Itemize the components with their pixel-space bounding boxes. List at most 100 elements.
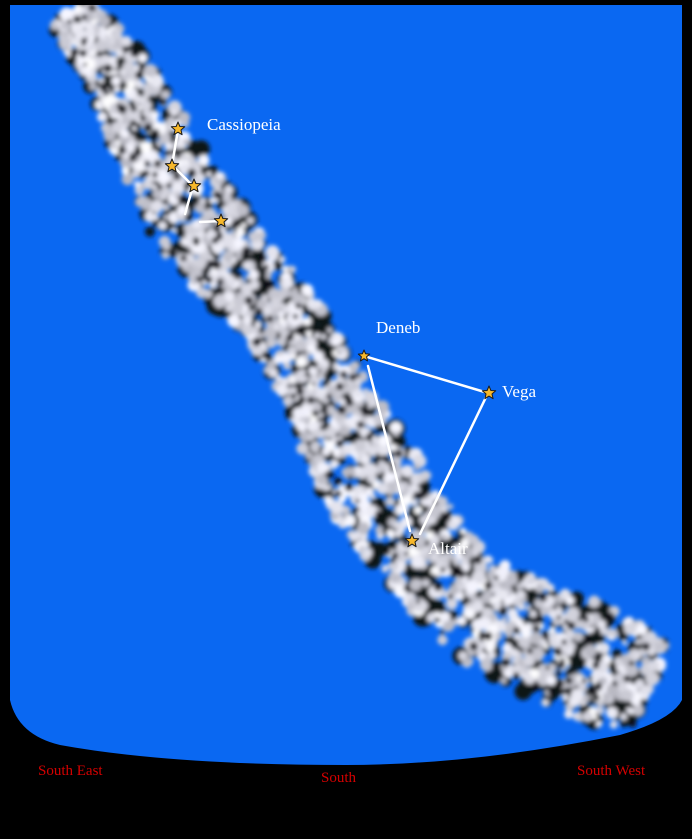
milky-way-lane: [532, 625, 541, 633]
milky-way-lane: [103, 64, 113, 73]
milky-way-cloud: [349, 532, 358, 542]
milky-way-lane: [152, 211, 156, 215]
milky-way-cloud: [258, 299, 267, 309]
milky-way-cloud: [367, 445, 378, 457]
milky-way-cloud: [589, 612, 601, 625]
milky-way-cloud: [245, 274, 252, 280]
milky-way-lane: [151, 129, 160, 137]
milky-way-lane: [235, 287, 241, 293]
milky-way-cloud: [314, 332, 320, 339]
milky-way-cloud: [520, 666, 529, 676]
milky-way-cloud: [376, 463, 388, 475]
milky-way-lane: [361, 408, 370, 417]
milky-way-lane: [244, 296, 253, 305]
milky-way-cloud: [85, 25, 96, 36]
milky-way-cloud: [131, 125, 137, 131]
milky-way-lane: [135, 145, 141, 152]
milky-way-cloud: [498, 589, 509, 600]
milky-way-lane: [349, 373, 357, 381]
milky-way-cloud: [223, 191, 230, 199]
milky-way-lane: [584, 636, 592, 644]
milky-way-cloud: [645, 671, 660, 686]
milky-way-cloud: [110, 28, 122, 40]
milky-way-dust: [514, 682, 532, 701]
milky-way-lane: [73, 15, 81, 23]
milky-way-cloud: [507, 608, 519, 620]
milky-way-cloud: [160, 90, 171, 100]
milky-way-cloud: [222, 250, 234, 263]
milky-way-cloud: [318, 420, 324, 426]
milky-way-lane: [205, 276, 213, 284]
milky-way-cloud: [287, 346, 297, 356]
milky-way-cloud: [414, 506, 422, 515]
milky-way-lane: [596, 684, 603, 691]
milky-way-cloud: [609, 720, 618, 729]
milky-way-cloud: [437, 496, 448, 507]
star-marker: [164, 158, 180, 173]
milky-way-cloud: [302, 317, 312, 326]
milky-way-cloud: [324, 440, 336, 452]
milky-way-cloud: [115, 48, 124, 58]
milky-way-cloud: [323, 496, 333, 505]
milky-way-cloud: [134, 180, 142, 188]
milky-way-lane: [554, 649, 562, 657]
star-label-altair: Altair: [428, 539, 468, 558]
milky-way-lane: [81, 42, 86, 47]
milky-way-lane: [356, 421, 364, 429]
milky-way-cloud: [121, 173, 134, 186]
milky-way-dust: [144, 226, 155, 237]
milky-way-dust: [192, 140, 210, 158]
milky-way-cloud: [467, 534, 480, 547]
milky-way-cloud: [600, 627, 608, 635]
milky-way-cloud: [465, 580, 480, 594]
milky-way-lane: [263, 280, 273, 289]
milky-way-cloud: [354, 439, 367, 452]
milky-way-cloud: [369, 492, 376, 500]
milky-way-cloud: [386, 529, 395, 538]
milky-way-cloud: [248, 231, 260, 243]
milky-way-cloud: [635, 638, 641, 645]
milky-way-cloud: [445, 597, 458, 610]
milky-way-cloud: [564, 709, 574, 719]
milky-way-cloud: [108, 55, 118, 64]
milky-way-cloud: [268, 368, 278, 378]
milky-way-cloud: [393, 430, 399, 437]
milky-way-cloud: [342, 444, 352, 455]
milky-way-lane: [462, 600, 468, 606]
milky-way-cloud: [633, 705, 644, 716]
milky-way-lane: [381, 454, 389, 462]
milky-way-lane: [180, 255, 187, 262]
milky-way-lane: [556, 615, 561, 620]
milky-way-cloud: [306, 419, 320, 433]
milky-way-cloud: [277, 311, 285, 319]
milky-way-cloud: [366, 473, 377, 484]
milky-way-lane: [328, 437, 332, 441]
milky-way-cloud: [170, 108, 178, 117]
milky-way-cloud: [357, 470, 367, 479]
milky-way-cloud: [483, 591, 490, 597]
milky-way-cloud: [282, 396, 293, 407]
milky-way-lane: [292, 314, 298, 319]
milky-way-lane: [262, 264, 269, 271]
milky-way-cloud: [447, 503, 454, 510]
milky-way-cloud: [515, 597, 521, 603]
milky-way-cloud: [388, 560, 399, 571]
milky-way-cloud: [663, 642, 670, 649]
milky-way-cloud: [131, 169, 141, 179]
milky-way-cloud: [440, 611, 451, 622]
milky-way-lane: [185, 213, 193, 222]
milky-way-cloud: [310, 441, 322, 453]
star-marker: [213, 213, 229, 228]
milky-way-lane: [118, 146, 126, 155]
milky-way-lane: [498, 606, 508, 616]
milky-way-cloud: [140, 100, 152, 112]
milky-way-cloud: [295, 369, 309, 383]
milky-way-cloud: [92, 11, 99, 18]
milky-way-cloud: [331, 413, 338, 419]
milky-way-cloud: [146, 153, 153, 159]
milky-way-lane: [623, 675, 631, 683]
milky-way-cloud: [308, 366, 316, 374]
milky-way-lane: [545, 665, 550, 670]
milky-way-cloud: [378, 460, 385, 466]
milky-way-cloud: [203, 253, 209, 259]
